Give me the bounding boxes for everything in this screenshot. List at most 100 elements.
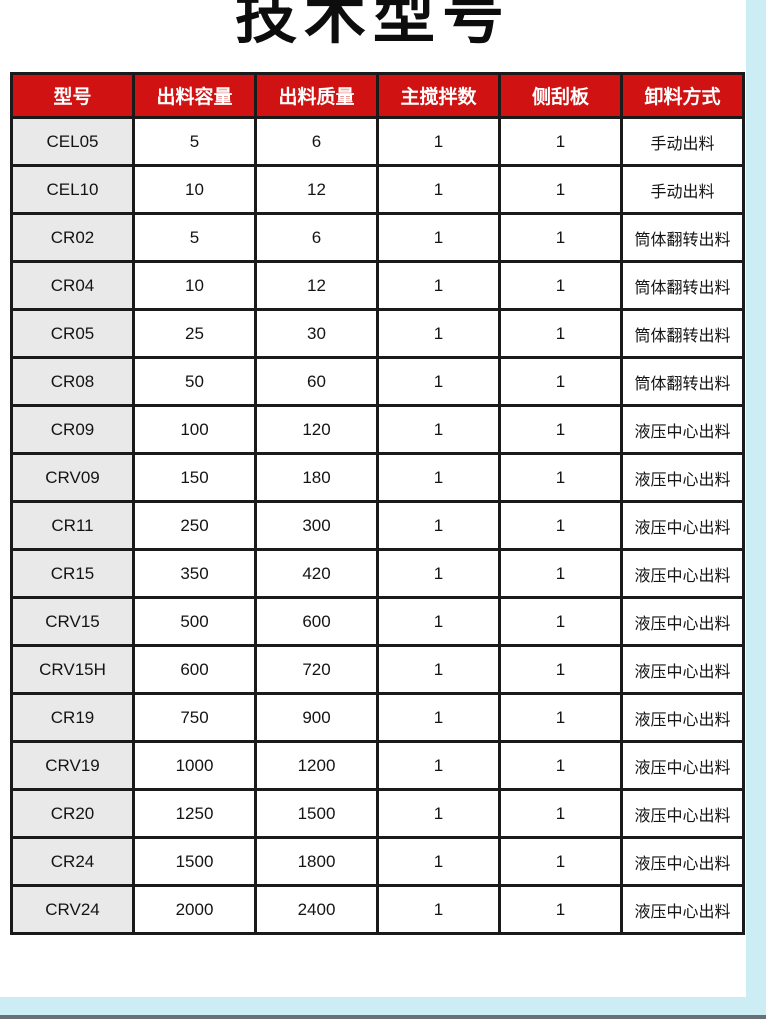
value-cell: 50 xyxy=(132,356,257,407)
value-cell: 1800 xyxy=(254,836,379,887)
model-cell: CR24 xyxy=(10,836,135,887)
discharge-method-cell: 筒体翻转出料 xyxy=(620,260,745,311)
model-cell: CR08 xyxy=(10,356,135,407)
value-cell: 1 xyxy=(498,692,623,743)
column-header: 出料质量 xyxy=(254,72,379,119)
value-cell: 1 xyxy=(498,884,623,935)
value-cell: 1 xyxy=(498,836,623,887)
model-cell: CRV19 xyxy=(10,740,135,791)
value-cell: 1 xyxy=(376,260,501,311)
discharge-method-cell: 液压中心出料 xyxy=(620,452,745,503)
value-cell: 1 xyxy=(376,692,501,743)
value-cell: 1 xyxy=(498,644,623,695)
table-row: CR02 5 6 1 1 筒体翻转出料 xyxy=(10,212,745,263)
value-cell: 1 xyxy=(376,308,501,359)
page-background-strip-bottom xyxy=(0,997,766,1019)
table-row: CRV15 500 600 1 1 液压中心出料 xyxy=(10,596,745,647)
discharge-method-cell: 液压中心出料 xyxy=(620,548,745,599)
value-cell: 5 xyxy=(132,212,257,263)
column-header: 侧刮板 xyxy=(498,72,623,119)
table-row: CR15 350 420 1 1 液压中心出料 xyxy=(10,548,745,599)
value-cell: 1 xyxy=(376,596,501,647)
table-row: CR11 250 300 1 1 液压中心出料 xyxy=(10,500,745,551)
value-cell: 1 xyxy=(498,740,623,791)
value-cell: 1000 xyxy=(132,740,257,791)
value-cell: 1 xyxy=(498,116,623,167)
model-cell: CR09 xyxy=(10,404,135,455)
table-row: CEL10 10 12 1 1 手动出料 xyxy=(10,164,745,215)
discharge-method-cell: 液压中心出料 xyxy=(620,788,745,839)
value-cell: 1 xyxy=(376,452,501,503)
discharge-method-cell: 液压中心出料 xyxy=(620,836,745,887)
discharge-method-cell: 液压中心出料 xyxy=(620,740,745,791)
value-cell: 500 xyxy=(132,596,257,647)
value-cell: 1 xyxy=(376,356,501,407)
value-cell: 1 xyxy=(498,212,623,263)
discharge-method-cell: 手动出料 xyxy=(620,116,745,167)
value-cell: 1 xyxy=(376,404,501,455)
discharge-method-cell: 液压中心出料 xyxy=(620,692,745,743)
page-title: 技术型号 xyxy=(234,0,511,51)
value-cell: 1 xyxy=(376,788,501,839)
value-cell: 150 xyxy=(132,452,257,503)
table-row: CR05 25 30 1 1 筒体翻转出料 xyxy=(10,308,745,359)
discharge-method-cell: 筒体翻转出料 xyxy=(620,356,745,407)
value-cell: 1 xyxy=(498,548,623,599)
value-cell: 1 xyxy=(376,116,501,167)
discharge-method-cell: 液压中心出料 xyxy=(620,596,745,647)
value-cell: 1 xyxy=(498,788,623,839)
table-row: CR19 750 900 1 1 液压中心出料 xyxy=(10,692,745,743)
column-header: 卸料方式 xyxy=(620,72,745,119)
value-cell: 100 xyxy=(132,404,257,455)
table-header-row: 型号 出料容量 出料质量 主搅拌数 侧刮板 卸料方式 xyxy=(10,72,745,119)
model-cell: CR04 xyxy=(10,260,135,311)
value-cell: 600 xyxy=(254,596,379,647)
discharge-method-cell: 筒体翻转出料 xyxy=(620,212,745,263)
column-header: 出料容量 xyxy=(132,72,257,119)
value-cell: 1 xyxy=(498,308,623,359)
value-cell: 60 xyxy=(254,356,379,407)
value-cell: 10 xyxy=(132,164,257,215)
table-row: CR08 50 60 1 1 筒体翻转出料 xyxy=(10,356,745,407)
table-row: CRV24 2000 2400 1 1 液压中心出料 xyxy=(10,884,745,935)
model-cell: CRV15H xyxy=(10,644,135,695)
table-row: CEL05 5 6 1 1 手动出料 xyxy=(10,116,745,167)
column-header: 型号 xyxy=(10,72,135,119)
value-cell: 120 xyxy=(254,404,379,455)
value-cell: 1 xyxy=(498,164,623,215)
table-body: CEL05 5 6 1 1 手动出料 CEL10 10 12 1 1 手动出料 CR02 5 6 1 1 筒体翻转… xyxy=(10,116,745,935)
value-cell: 12 xyxy=(254,164,379,215)
value-cell: 6 xyxy=(254,116,379,167)
page-background-strip-right xyxy=(746,0,766,1019)
value-cell: 1 xyxy=(498,500,623,551)
model-cell: CR11 xyxy=(10,500,135,551)
value-cell: 10 xyxy=(132,260,257,311)
value-cell: 25 xyxy=(132,308,257,359)
table-row: CRV09 150 180 1 1 液压中心出料 xyxy=(10,452,745,503)
value-cell: 1 xyxy=(376,644,501,695)
model-cell: CR05 xyxy=(10,308,135,359)
discharge-method-cell: 液压中心出料 xyxy=(620,404,745,455)
value-cell: 5 xyxy=(132,116,257,167)
value-cell: 300 xyxy=(254,500,379,551)
model-cell: CRV15 xyxy=(10,596,135,647)
model-cell: CEL05 xyxy=(10,116,135,167)
value-cell: 900 xyxy=(254,692,379,743)
value-cell: 1 xyxy=(498,404,623,455)
value-cell: 30 xyxy=(254,308,379,359)
model-cell: CR20 xyxy=(10,788,135,839)
value-cell: 1 xyxy=(376,884,501,935)
table-row: CR04 10 12 1 1 筒体翻转出料 xyxy=(10,260,745,311)
value-cell: 1 xyxy=(498,356,623,407)
discharge-method-cell: 手动出料 xyxy=(620,164,745,215)
model-cell: CRV09 xyxy=(10,452,135,503)
value-cell: 750 xyxy=(132,692,257,743)
value-cell: 1 xyxy=(498,596,623,647)
column-header: 主搅拌数 xyxy=(376,72,501,119)
value-cell: 1500 xyxy=(254,788,379,839)
value-cell: 1 xyxy=(376,500,501,551)
value-cell: 180 xyxy=(254,452,379,503)
value-cell: 1 xyxy=(376,548,501,599)
discharge-method-cell: 液压中心出料 xyxy=(620,644,745,695)
value-cell: 1500 xyxy=(132,836,257,887)
